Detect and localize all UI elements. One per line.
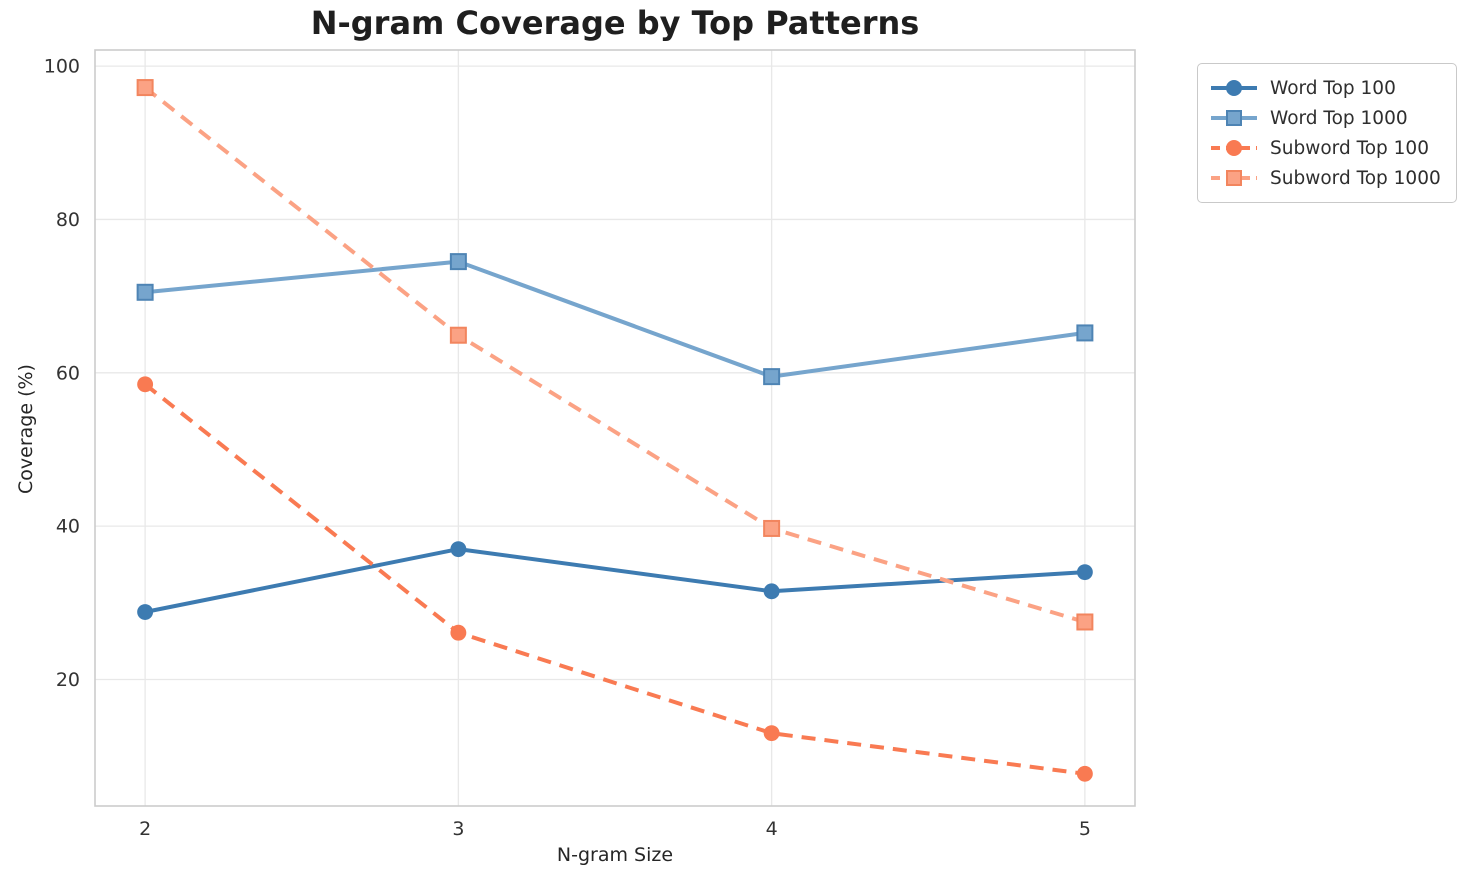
legend-sample-marker xyxy=(1226,170,1242,186)
data-point-marker xyxy=(449,326,467,344)
legend-marker-word-top-1000-icon xyxy=(1211,110,1257,126)
plot-frame xyxy=(94,49,1136,807)
legend: Word Top 100 Word Top 1000 Subword Top 1… xyxy=(1197,63,1457,203)
data-point-marker xyxy=(137,604,154,620)
legend-item-word-top-100: Word Top 100 xyxy=(1210,73,1441,103)
legend-marker-subword-top-1000-icon xyxy=(1211,170,1257,186)
y-tick-label: 60 xyxy=(56,362,80,384)
series-line-subword-top-1000 xyxy=(143,86,1086,624)
x-tick-label: 2 xyxy=(139,818,151,840)
y-tick-label: 100 xyxy=(44,56,80,78)
series-line-subword-top-100 xyxy=(143,382,1086,776)
legend-label: Word Top 1000 xyxy=(1270,107,1408,129)
legend-label: Subword Top 100 xyxy=(1270,137,1429,159)
data-point-marker xyxy=(1076,613,1094,631)
series-line-word-top-1000 xyxy=(144,259,1086,379)
legend-sample-marker xyxy=(1226,140,1242,156)
legend-item-subword-top-1000: Subword Top 1000 xyxy=(1210,163,1441,193)
y-tick-label: 40 xyxy=(56,516,80,538)
legend-marker-word-top-100-icon xyxy=(1211,80,1257,96)
legend-item-word-top-1000: Word Top 1000 xyxy=(1210,103,1441,133)
x-tick-label: 3 xyxy=(452,818,464,840)
data-point-marker xyxy=(450,624,467,641)
y-tick-label: 80 xyxy=(56,209,80,231)
data-point-marker xyxy=(136,283,154,301)
data-point-marker xyxy=(137,376,154,393)
y-tick-label: 20 xyxy=(56,669,80,691)
data-point-marker xyxy=(1076,765,1093,782)
data-point-marker xyxy=(763,368,781,386)
legend-label: Subword Top 1000 xyxy=(1270,167,1441,189)
data-point-marker xyxy=(1076,324,1094,342)
legend-item-subword-top-100: Subword Top 100 xyxy=(1210,133,1441,163)
x-tick-label: 5 xyxy=(1079,818,1091,840)
data-point-marker xyxy=(449,253,467,271)
data-point-marker xyxy=(763,583,780,600)
data-point-marker xyxy=(763,519,781,537)
data-point-marker xyxy=(763,725,780,742)
data-point-marker xyxy=(136,79,154,97)
data-point-marker xyxy=(450,541,467,558)
legend-sample-marker xyxy=(1226,80,1242,96)
x-axis-label: N-gram Size xyxy=(556,844,674,866)
legend-label: Word Top 100 xyxy=(1270,77,1396,99)
data-point-marker xyxy=(1076,564,1093,581)
chart-title: N-gram Coverage by Top Patterns xyxy=(310,4,920,42)
y-axis-label: Coverage (%) xyxy=(15,364,37,494)
legend-sample-marker xyxy=(1226,110,1242,126)
legend-marker-subword-top-100-icon xyxy=(1211,140,1257,156)
series-line-word-top-100 xyxy=(144,547,1086,614)
x-tick-label: 4 xyxy=(766,818,778,840)
